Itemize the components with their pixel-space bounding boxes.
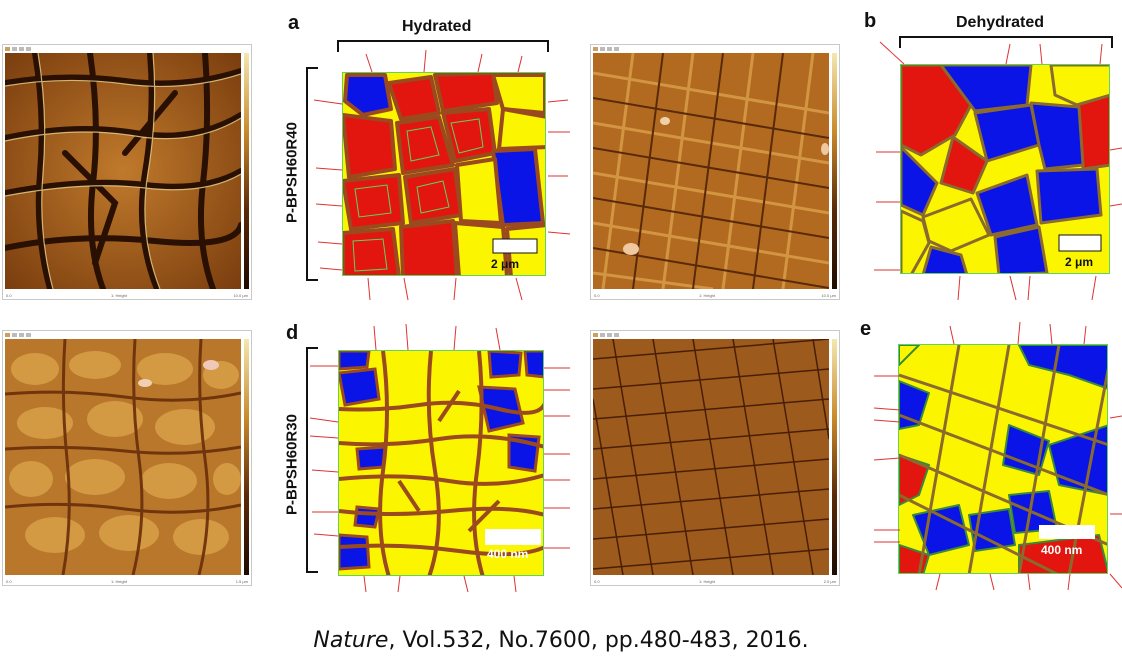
scale-bar-label-d: 400 nm <box>487 547 529 561</box>
afm-footer-channel: 1: Height <box>111 579 128 584</box>
afm-color-scale <box>244 339 249 575</box>
panel-label-d: d <box>286 322 299 344</box>
bracket-hydrated <box>337 40 549 52</box>
afm-toolbar <box>5 332 35 338</box>
bracket-sample-bottom <box>306 347 318 573</box>
segmentation-panel-b: 2 μm <box>900 64 1110 274</box>
afm-footer-size: 10.0 μm <box>233 293 248 298</box>
panel-label-b: b <box>864 10 877 32</box>
afm-height-map <box>5 53 241 289</box>
afm-color-scale <box>244 53 249 289</box>
citation-journal: Nature <box>313 628 389 653</box>
annotation-lines-e <box>873 321 1122 591</box>
citation-details: , Vol.532, No.7600, pp.480-483, 2016. <box>388 628 809 653</box>
scale-bar-label-a: 2 μm <box>491 257 520 271</box>
header-dehydrated: Dehydrated <box>956 14 1045 31</box>
afm-footer-channel: 1: Height <box>699 579 716 584</box>
afm-footer-origin: 0.0 <box>6 579 12 584</box>
afm-footer: 0.0 1: Height 2.0 μm <box>594 575 836 585</box>
afm-image-top-left: 0.0 1: Height 10.0 μm <box>2 44 252 300</box>
afm-color-scale <box>832 339 837 575</box>
afm-footer-channel: 1: Height <box>111 293 128 298</box>
afm-toolbar <box>593 46 623 52</box>
afm-height-map <box>593 53 829 289</box>
annotation-lines-a <box>313 49 571 301</box>
afm-footer-origin: 0.0 <box>594 293 600 298</box>
panel-label-a: a <box>288 12 300 34</box>
afm-footer-origin: 0.0 <box>6 293 12 298</box>
sample-label-bottom: P-BPSH60R30 <box>283 414 301 515</box>
afm-height-map <box>593 339 829 575</box>
bracket-sample-top <box>306 67 318 281</box>
scale-bar-label-e: 400 nm <box>1041 543 1083 557</box>
afm-toolbar <box>5 46 35 52</box>
annotation-lines-d <box>309 323 570 593</box>
afm-image-bottom-right: 0.0 1: Height 2.0 μm <box>590 330 840 586</box>
afm-toolbar <box>593 332 623 338</box>
sample-label-top: P-BPSH60R40 <box>283 122 301 223</box>
afm-footer-size: 10.0 μm <box>821 293 836 298</box>
afm-footer: 0.0 1: Height 10.0 μm <box>6 289 248 299</box>
segmentation-panel-d: 400 nm <box>338 350 544 576</box>
afm-footer: 0.0 1: Height 10.0 μm <box>594 289 836 299</box>
afm-height-map <box>5 339 241 575</box>
afm-footer-origin: 0.0 <box>594 579 600 584</box>
afm-image-bottom-left: 0.0 1: Height 1.5 μm <box>2 330 252 586</box>
afm-image-top-right: 0.0 1: Height 10.0 μm <box>590 44 840 300</box>
citation-caption: Nature, Vol.532, No.7600, pp.480-483, 20… <box>0 628 1122 653</box>
segmentation-panel-e: 400 nm <box>898 344 1108 574</box>
afm-footer-size: 1.5 μm <box>235 579 248 584</box>
afm-footer-size: 2.0 μm <box>823 579 836 584</box>
afm-footer-channel: 1: Height <box>699 293 716 298</box>
annotation-lines-b <box>874 41 1122 301</box>
segmentation-panel-a: 2 μm <box>342 72 546 276</box>
afm-footer: 0.0 1: Height 1.5 μm <box>6 575 248 585</box>
scale-bar-label-b: 2 μm <box>1065 255 1094 269</box>
panel-label-e: e <box>860 318 872 340</box>
bracket-dehydrated <box>899 36 1113 48</box>
afm-color-scale <box>832 53 837 289</box>
header-hydrated: Hydrated <box>402 18 472 35</box>
